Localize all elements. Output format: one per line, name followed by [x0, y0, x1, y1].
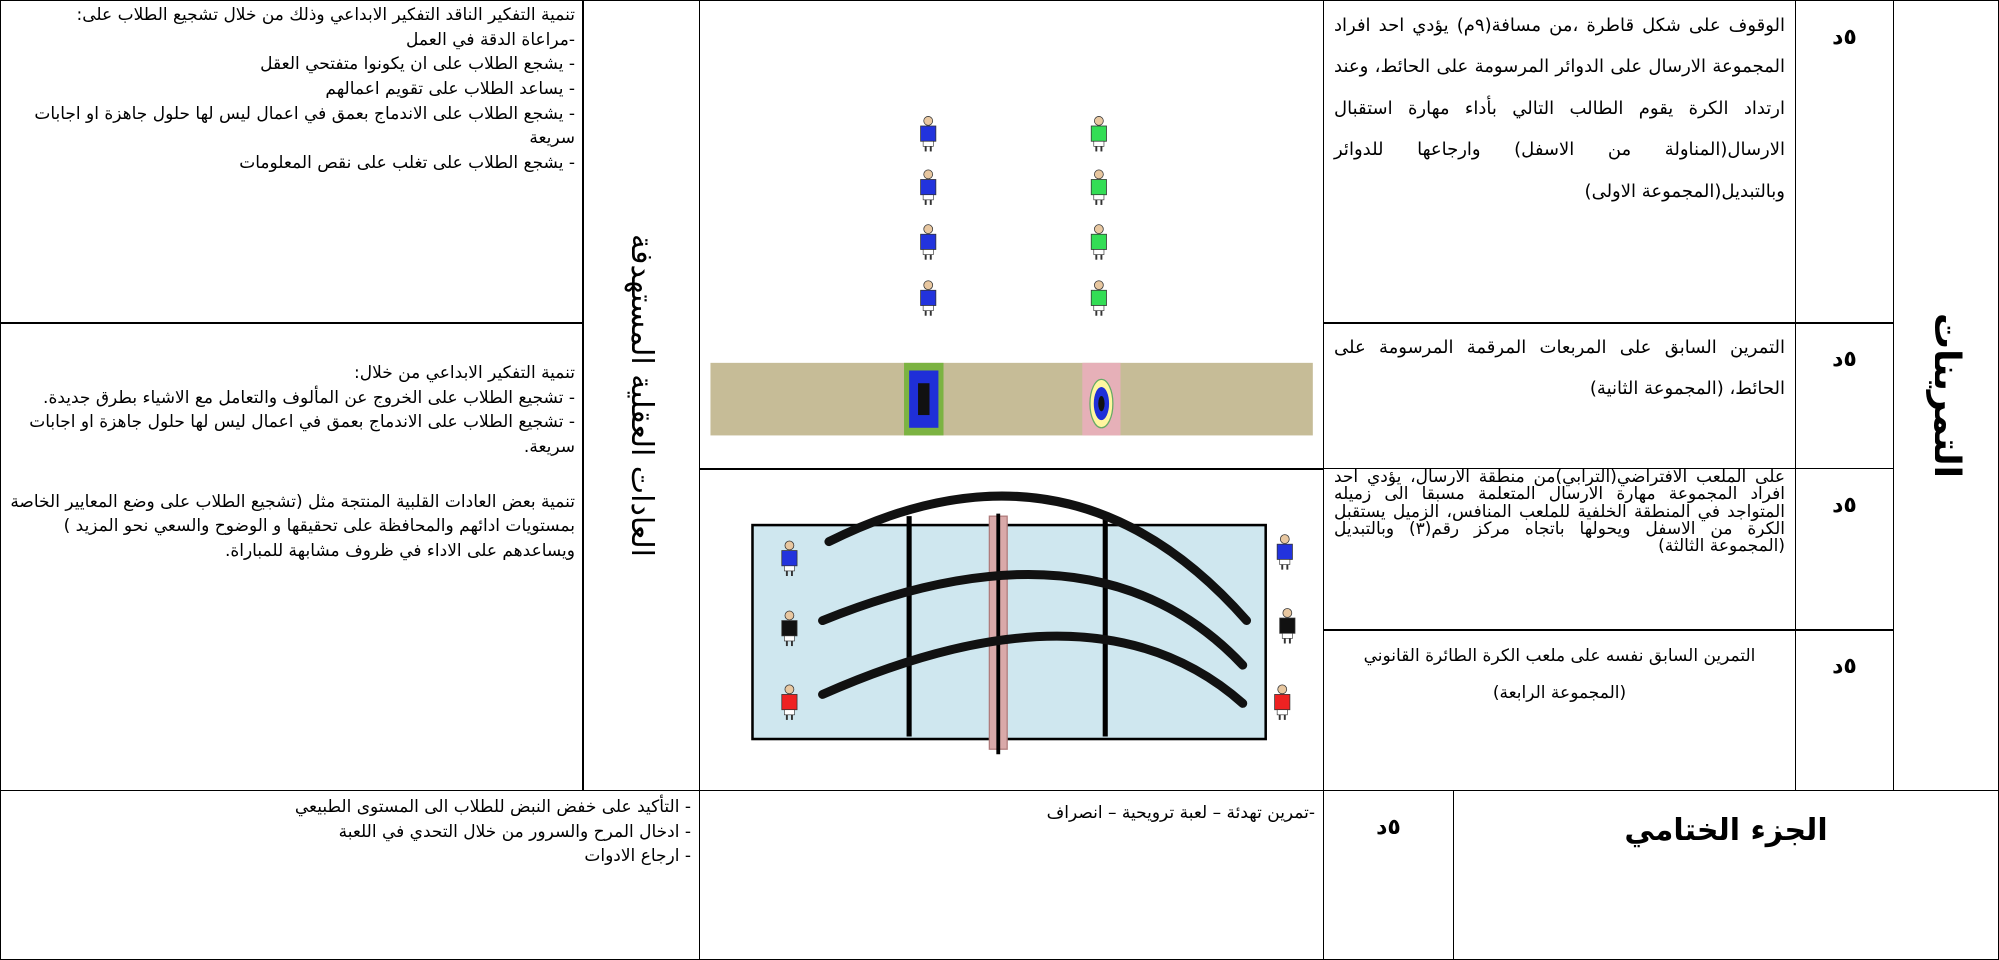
text: - يشجع الطلاب على الاندماج بعمق في اعمال… — [34, 103, 575, 149]
text: - تشجيع الطلاب على الخروج عن المألوف وال… — [43, 387, 575, 408]
text: - ادخال المرح والسرور من خلال التحدي في … — [338, 821, 691, 842]
players — [920, 116, 1107, 316]
text: - تشجيع الطلاب على الاندماج بعمق في اعما… — [29, 412, 575, 457]
ball-path — [824, 491, 1252, 626]
player-part — [922, 249, 934, 255]
text: -تمرين تهدئة – لعبة ترويحية – انصراف — [1046, 803, 1315, 823]
text: - يشجع الطلاب على ان يكونوا متفتحي العقل — [260, 54, 575, 75]
player-part — [1090, 125, 1107, 142]
exercise-3: على الملعب الافتراضي(الترابي)من منطقة ال… — [1323, 468, 1796, 631]
closing-activities: -تمرين تهدئة – لعبة ترويحية – انصراف — [699, 790, 1324, 960]
text: الوقوف على شكل قاطرة ،من مسافة(٩م) يؤدي … — [1334, 15, 1785, 202]
player-part — [920, 233, 937, 250]
player-part — [1090, 233, 1107, 250]
target — [1098, 395, 1105, 412]
player-part — [1093, 249, 1105, 255]
player-part — [1094, 224, 1104, 234]
text: العادات العقلية المستهدفة — [623, 234, 659, 557]
text: ٥د — [1832, 654, 1857, 679]
exercise-4: التمرين السابق نفسه على ملعب الكرة الطائ… — [1323, 629, 1796, 791]
exercise-time: ٥د — [1795, 0, 1894, 324]
player-part — [1093, 194, 1105, 201]
player-part — [923, 169, 934, 180]
player-part — [922, 194, 934, 201]
text: التمرينات — [1925, 313, 1967, 478]
player-part — [920, 179, 937, 196]
closing-time: ٥د — [1323, 790, 1454, 960]
player-part — [784, 610, 795, 621]
player-part — [1279, 559, 1291, 565]
text: -مراعاة الدقة في العمل — [406, 29, 575, 50]
player-part — [923, 116, 934, 126]
closing-objectives: - التأكيد على خفض النبض للطلاب الى المست… — [0, 790, 700, 960]
player-part — [1093, 140, 1105, 147]
text: التمرين السابق نفسه على ملعب الكرة الطائ… — [1363, 646, 1756, 704]
text: - يساعد الطلاب على تقويم اعمالهم — [325, 78, 575, 99]
player-part — [1279, 617, 1296, 634]
player-part — [1094, 280, 1104, 291]
text: الجزء الختامي — [1624, 813, 1828, 848]
closing-label: الجزء الختامي — [1453, 790, 1999, 960]
exercise-time: ٥د — [1795, 322, 1894, 469]
players — [781, 534, 1296, 720]
text: ٥د — [1832, 493, 1857, 518]
player-part — [1281, 633, 1293, 639]
player-part — [1282, 608, 1293, 618]
player-part — [784, 709, 795, 716]
court-drill-diagram — [751, 491, 1296, 755]
player-part — [920, 125, 937, 142]
wall-drill-diagram — [710, 116, 1313, 436]
player-part — [922, 305, 934, 311]
player-part — [781, 620, 798, 637]
diagram-wall — [699, 0, 1324, 470]
text: التمرين السابق على المربعات المرقمة المر… — [1334, 337, 1785, 400]
player-part — [784, 565, 795, 572]
text: على الملعب الافتراضي(الترابي)من منطقة ال… — [1334, 468, 1785, 557]
target — [918, 383, 930, 416]
player-part — [1276, 543, 1293, 560]
player-part — [923, 224, 934, 234]
player-part — [784, 684, 795, 695]
exercise-1: الوقوف على شكل قاطرة ،من مسافة(٩م) يؤدي … — [1323, 0, 1796, 324]
column-header: العادات العقلية المستهدفة — [582, 0, 700, 791]
court — [751, 523, 1267, 741]
wall — [710, 362, 1313, 436]
player-part — [920, 289, 937, 306]
player-part — [781, 694, 798, 711]
text: ٥د — [1832, 25, 1857, 50]
text: - التأكيد على خفض النبض للطلاب الى المست… — [294, 797, 691, 817]
player-part — [1093, 305, 1105, 311]
section-label: التمرينات — [1893, 0, 1999, 791]
player-part — [781, 550, 798, 567]
player-part — [1279, 534, 1290, 544]
exercise-2: التمرين السابق على المربعات المرقمة المر… — [1323, 322, 1796, 469]
player-part — [784, 540, 795, 551]
player-part — [1277, 684, 1288, 695]
ball-path — [818, 631, 1248, 708]
player-part — [1090, 179, 1107, 196]
text: تنمية بعض العادات القلبية المنتجة مثل (ت… — [10, 491, 575, 561]
objectives-2: تنمية التفكير الابداعي من خلال: - تشجيع … — [0, 322, 584, 791]
player-part — [1276, 709, 1288, 716]
player-part — [922, 140, 934, 147]
player-part — [784, 635, 795, 642]
ball-path — [818, 570, 1248, 670]
text: تنمية التفكير الناقد التفكير الابداعي وذ… — [76, 5, 575, 25]
player-part — [1274, 694, 1291, 711]
text: تنمية التفكير الابداعي من خلال: — [354, 363, 575, 383]
objectives-1: تنمية التفكير الناقد التفكير الابداعي وذ… — [0, 0, 584, 324]
player-part — [1094, 169, 1104, 180]
text: - يشجع الطلاب على تغلب على نقص المعلومات — [239, 152, 575, 173]
text: - ارجاع الادوات — [584, 846, 691, 867]
exercise-time: ٥د — [1795, 468, 1894, 631]
exercise-time: ٥د — [1795, 629, 1894, 791]
text: ٥د — [1376, 815, 1401, 840]
player-part — [1090, 289, 1107, 306]
player-part — [923, 280, 934, 291]
diagram-court — [699, 468, 1324, 791]
text: ٥د — [1832, 347, 1857, 372]
player-part — [1094, 116, 1104, 126]
